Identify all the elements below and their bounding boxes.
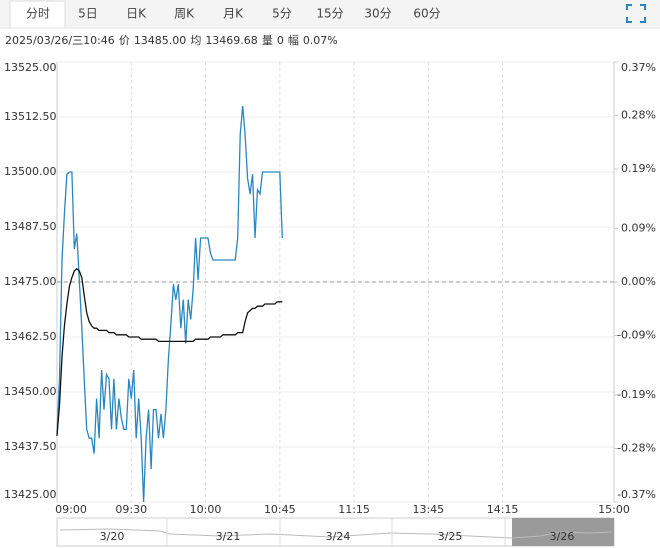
y2-tick-label: 0.00% — [621, 275, 656, 288]
x-tick-label: 13:45 — [412, 503, 444, 516]
y-tick-label: 13425.00 — [4, 488, 57, 501]
series-line — [56, 105, 283, 503]
info-text: 2025/03/26/三10:46 价 13485.00 均 13469.68 量 0 幅 0.… — [5, 34, 338, 47]
x-tick-label: 11:15 — [338, 503, 370, 516]
y-tick-label: 13525.00 — [4, 61, 57, 74]
y2-tick-label: 0.19% — [621, 162, 656, 175]
tab[interactable]: 月K — [223, 7, 244, 21]
y-tick-label: 13475.00 — [4, 275, 57, 288]
fullscreen-icon[interactable] — [626, 4, 646, 23]
x-tick-label: 10:45 — [264, 503, 296, 516]
x-tick-label: 09:00 — [55, 503, 87, 516]
y2-tick-label: 0.09% — [621, 221, 656, 234]
tab[interactable]: 日K — [126, 7, 147, 21]
tab[interactable]: 周K — [174, 7, 195, 21]
x-tick-label: 14:15 — [487, 503, 519, 516]
info-amp-label: 幅 — [288, 34, 299, 47]
y-tick-label: 13450.00 — [4, 385, 57, 398]
y-tick-label: 13487.50 — [4, 220, 57, 233]
y2-tick-label: -0.19% — [617, 388, 656, 401]
y2-tick-label: -0.37% — [617, 488, 656, 501]
navigator-date: 3/26 — [550, 530, 575, 543]
info-time: 2025/03/26/三10:46 — [5, 34, 115, 47]
y-tick-label: 13462.50 — [4, 330, 57, 343]
x-tick-label: 10:00 — [190, 503, 222, 516]
y2-tick-label: 0.28% — [621, 109, 656, 122]
info-price: 13485.00 — [134, 34, 187, 47]
x-tick-label: 15:00 — [598, 503, 630, 516]
info-vol: 0 — [277, 34, 284, 47]
navigator-date: 3/21 — [216, 530, 241, 543]
info-price-label: 价 — [119, 34, 130, 47]
navigator-separators — [166, 518, 506, 546]
y2-tick-label: 0.37% — [621, 61, 656, 74]
info-amp: 0.07% — [303, 34, 338, 47]
info-avg: 13469.68 — [205, 34, 258, 47]
series-line — [56, 267, 283, 437]
tab[interactable]: 5日 — [78, 7, 98, 21]
navigator-date: 3/20 — [100, 530, 125, 543]
tab[interactable]: 60分 — [413, 7, 440, 21]
y-tick-label: 13512.50 — [4, 110, 57, 123]
tab[interactable]: 15分 — [316, 7, 343, 21]
tab[interactable]: 30分 — [364, 7, 391, 21]
tab[interactable]: 5分 — [272, 7, 292, 21]
x-tick-label: 09:30 — [115, 503, 147, 516]
info-line: 2025/03/26/三10:46 价 13485.00 均 13469.68 量 0 幅 0.… — [5, 34, 338, 47]
y2-tick-label: -0.28% — [617, 441, 656, 454]
navigator-trace — [59, 528, 613, 539]
navigator-date: 3/24 — [326, 530, 351, 543]
navigator-date: 3/25 — [438, 530, 463, 543]
tab-bar — [0, 0, 660, 28]
y-tick-label: 13500.00 — [4, 165, 57, 178]
y-tick-label: 13437.50 — [4, 440, 57, 453]
tab[interactable]: 分时 — [26, 7, 50, 21]
info-avg-label: 均 — [190, 34, 201, 47]
info-vol-label: 量 — [262, 34, 273, 47]
active-tab[interactable] — [9, 0, 66, 29]
y2-tick-label: -0.09% — [617, 329, 656, 342]
